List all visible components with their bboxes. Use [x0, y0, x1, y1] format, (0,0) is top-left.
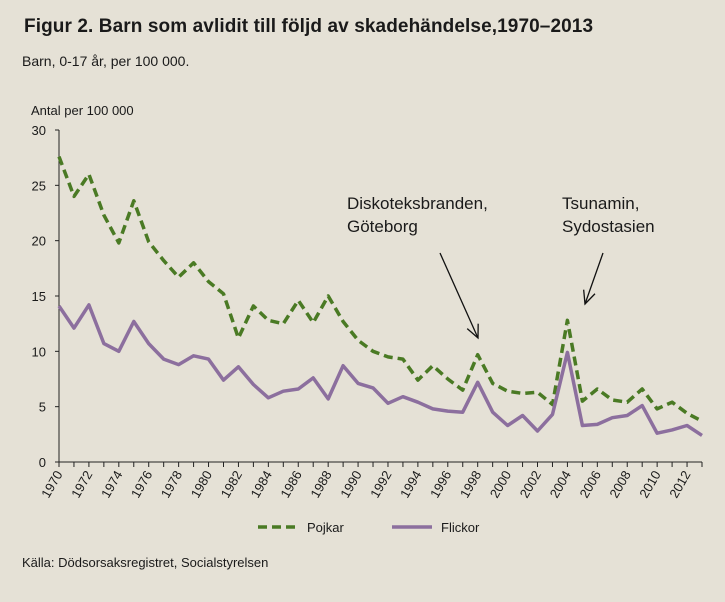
x-tick-label: 1982	[218, 468, 245, 501]
source-note: Källa: Dödsorsaksregistret, Socialstyrel…	[22, 555, 269, 570]
x-tick-label: 1970	[38, 468, 65, 501]
x-tick-label: 1994	[397, 468, 424, 501]
annotation-text: Göteborg	[347, 217, 418, 236]
x-ticks: 1970 1972 1974 1976 1978 1980 1982 1984 1986 1988…	[38, 462, 703, 501]
arrowhead	[466, 323, 479, 340]
x-tick-label: 1984	[247, 468, 274, 501]
x-tick-label: 1978	[158, 468, 185, 501]
x-tick-label: 1976	[128, 468, 155, 501]
annotation-arrow-line	[439, 252, 479, 339]
y-tick-label: 15	[32, 289, 46, 304]
annotation-text: Diskoteksbranden,	[347, 194, 488, 213]
annotation-text: Tsunamin,	[562, 194, 639, 213]
x-tick-label: 1986	[277, 468, 304, 501]
x-tick-label: 1990	[337, 468, 364, 501]
series-lines	[57, 155, 703, 437]
x-tick-label: 2010	[636, 468, 663, 501]
series-line-flickor	[57, 303, 703, 437]
axes	[58, 130, 702, 463]
x-tick-label: 1996	[427, 468, 454, 501]
x-tick-label: 1992	[367, 468, 394, 501]
x-tick-label: 2000	[487, 468, 514, 501]
x-tick-label: 1998	[457, 468, 484, 501]
x-tick-label: 2004	[547, 468, 574, 501]
annotations: Diskoteksbranden, Göteborg Tsunamin, Sydost…	[347, 194, 655, 340]
annotation-text: Sydostasien	[562, 217, 655, 236]
chart-subtitle: Barn, 0-17 år, per 100 000.	[22, 53, 190, 69]
legend-label-pojkar: Pojkar	[307, 520, 345, 535]
x-tick-label: 2002	[517, 468, 544, 501]
legend: Pojkar Flickor	[258, 520, 480, 535]
series-line-pojkar	[57, 155, 703, 423]
y-tick-label: 10	[32, 344, 46, 359]
x-tick-label: 1980	[188, 468, 215, 501]
x-tick-label: 2012	[666, 468, 693, 501]
chart-title: Figur 2. Barn som avlidit till följd av …	[24, 16, 594, 37]
x-tick-label: 1988	[307, 468, 334, 501]
y-tick-label: 20	[32, 234, 46, 249]
y-tick-label: 0	[39, 455, 46, 470]
annotation-arrow-line	[584, 252, 604, 305]
x-tick-label: 2006	[576, 468, 603, 501]
arrowhead	[583, 289, 596, 306]
x-tick-label: 2008	[606, 468, 633, 501]
legend-label-flickor: Flickor	[441, 520, 480, 535]
x-tick-label: 1974	[98, 468, 125, 501]
y-tick-label: 5	[39, 400, 46, 415]
y-tick-label: 25	[32, 178, 46, 193]
x-tick-label: 1972	[68, 468, 95, 501]
y-tick-label: 30	[32, 123, 46, 138]
y-axis-label: Antal per 100 000	[31, 103, 134, 118]
y-ticks: 0 5 10 15 20 25 30	[32, 123, 59, 470]
